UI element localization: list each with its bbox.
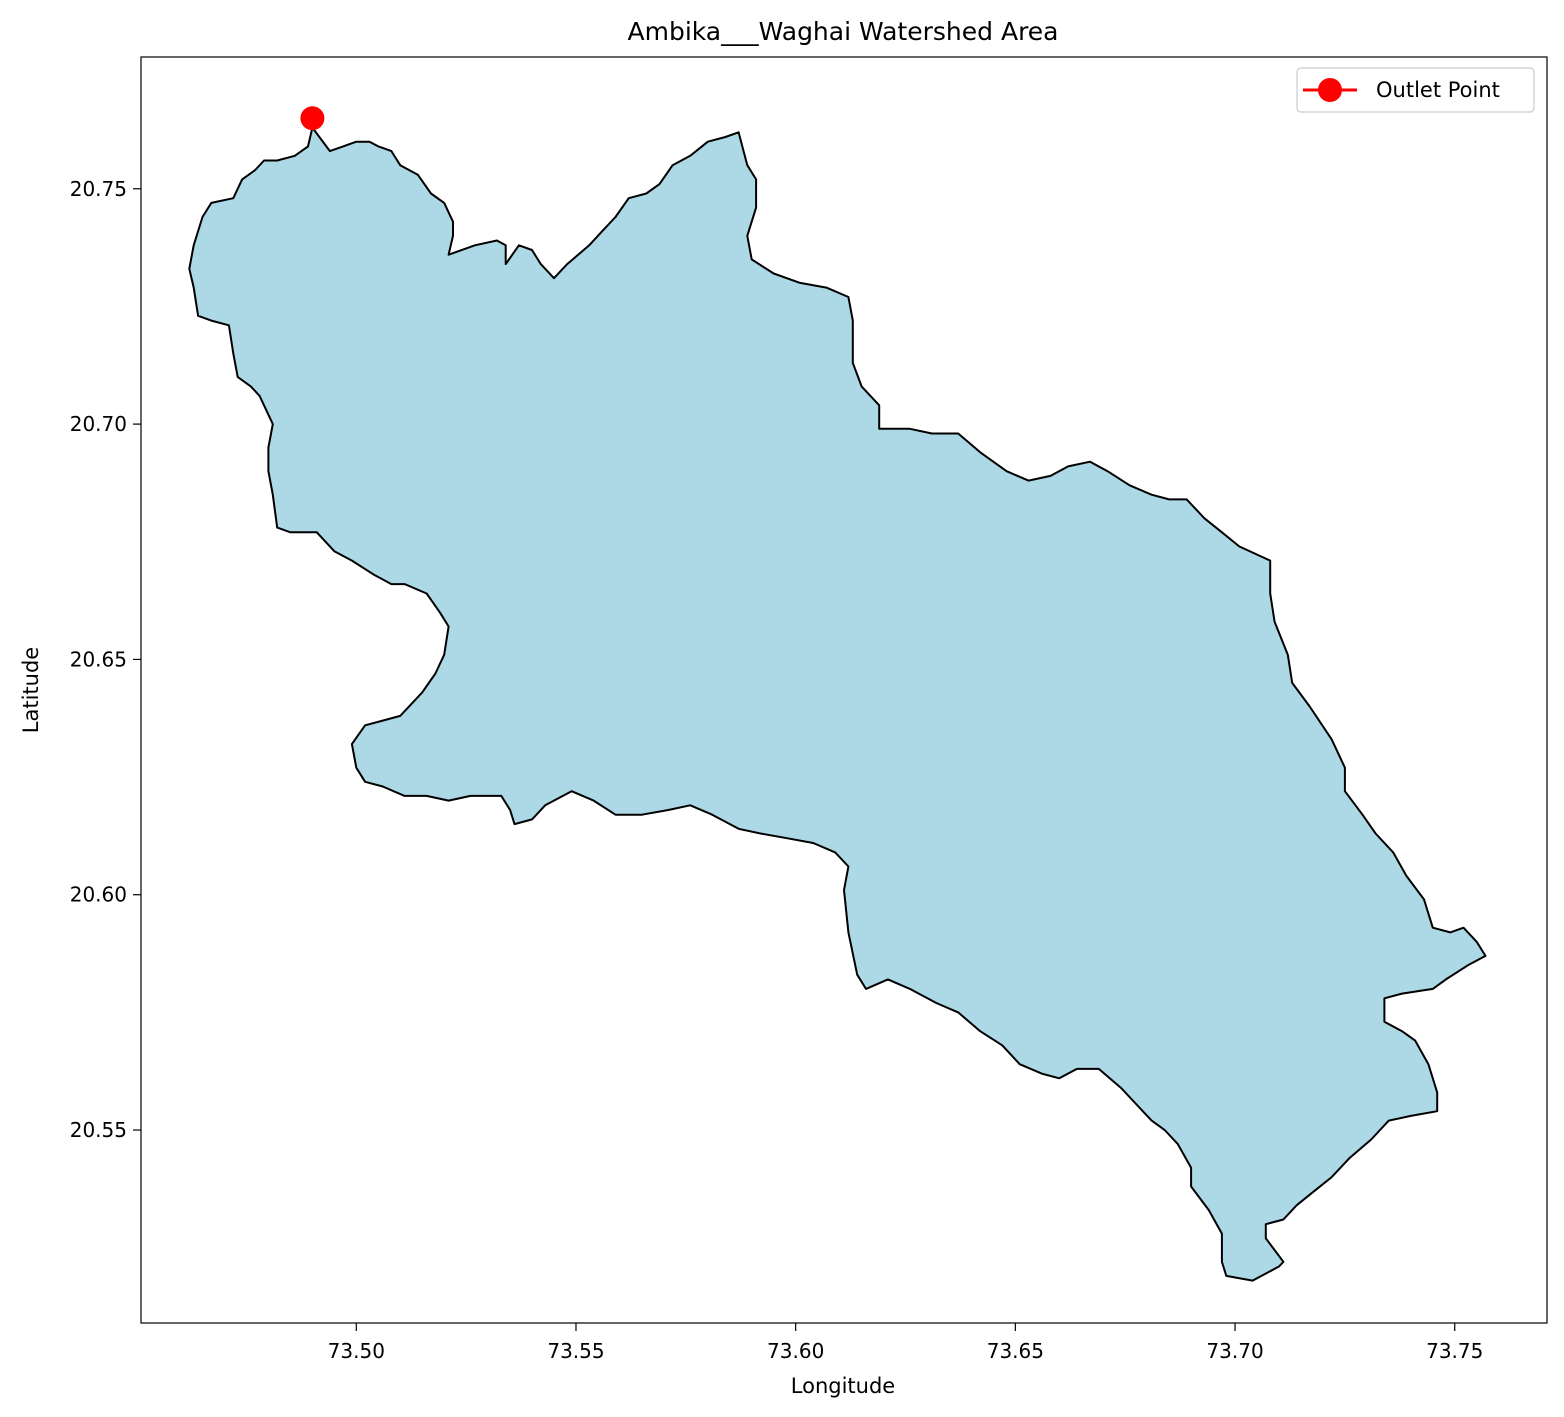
y-tick-label: 20.55 <box>70 1118 127 1142</box>
y-tick-label: 20.60 <box>70 883 127 907</box>
y-axis-label: Latitude <box>19 647 43 733</box>
x-tick-label: 73.70 <box>1206 1339 1263 1363</box>
x-tick-label: 73.50 <box>328 1339 385 1363</box>
axes-frame <box>140 56 1548 1324</box>
x-tick-label: 73.75 <box>1426 1339 1483 1363</box>
legend-marker-icon <box>1318 78 1342 102</box>
y-tick-label: 20.75 <box>70 177 127 201</box>
x-axis-ticks: 73.50 73.55 73.60 73.65 73.70 73.75 <box>328 1323 1483 1363</box>
x-tick-label: 73.55 <box>547 1339 604 1363</box>
map-title: Ambika___Waghai Watershed Area <box>628 17 1059 46</box>
watershed-polygon <box>188 126 1487 1282</box>
legend: Outlet Point <box>1296 67 1535 113</box>
x-tick-label: 73.65 <box>987 1339 1044 1363</box>
x-tick-label: 73.60 <box>767 1339 824 1363</box>
y-tick-label: 20.65 <box>70 647 127 671</box>
y-axis-ticks: 20.55 20.60 20.65 20.70 20.75 <box>70 177 141 1142</box>
plot-layer <box>188 106 1487 1282</box>
legend-frame <box>1296 67 1535 113</box>
legend-label: Outlet Point <box>1376 78 1500 102</box>
outlet-point-marker <box>300 106 325 131</box>
x-axis-label: Longitude <box>791 1374 895 1398</box>
y-tick-label: 20.70 <box>70 412 127 436</box>
